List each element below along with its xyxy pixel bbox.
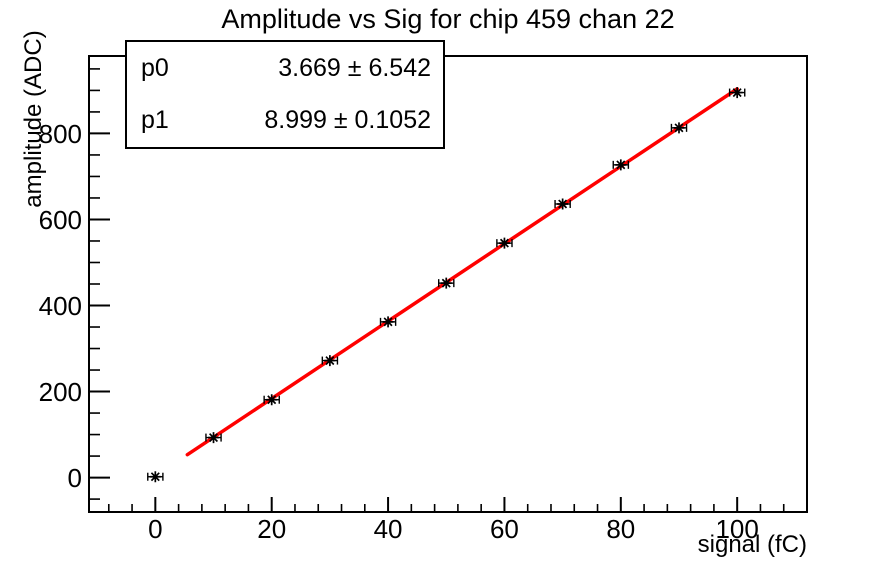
x-tick-label: 60 — [490, 514, 519, 544]
y-tick-label: 400 — [39, 291, 82, 321]
data-point-marker — [557, 198, 569, 210]
param-name-p0: p0 — [141, 53, 169, 82]
y-tick-label: 200 — [39, 377, 82, 407]
plot-frame — [88, 55, 808, 513]
fit-stats-box: p0 3.669 ± 6.542 p1 8.999 ± 0.1052 — [125, 40, 445, 149]
x-tick-label: 40 — [374, 514, 403, 544]
x-tick-label: 0 — [148, 514, 162, 544]
data-point-marker — [615, 159, 627, 171]
stats-row-p1: p1 8.999 ± 0.1052 — [141, 106, 431, 135]
x-axis-title: signal (fC) — [697, 531, 807, 558]
data-point-marker — [382, 316, 394, 328]
data-point-marker — [266, 394, 278, 406]
data-point-marker — [324, 355, 336, 367]
data-point-marker — [731, 87, 743, 99]
data-point-marker — [673, 122, 685, 134]
y-tick-label: 600 — [39, 205, 82, 235]
param-value-p0: 3.669 ± 6.542 — [278, 53, 431, 82]
data-point-marker — [498, 237, 510, 249]
fit-line — [185, 87, 739, 457]
y-tick-label: 0 — [68, 463, 82, 493]
data-point-marker — [208, 432, 220, 444]
param-value-p1: 8.999 ± 0.1052 — [264, 106, 431, 135]
data-point-marker — [149, 471, 161, 483]
y-axis-title: amplitude (ADC) — [20, 30, 47, 208]
plot-title: Amplitude vs Sig for chip 459 chan 22 — [221, 4, 675, 34]
x-tick-label: 20 — [257, 514, 286, 544]
y-tick-label: 800 — [39, 119, 82, 149]
x-tick-label: 100 — [715, 514, 758, 544]
data-point-marker — [440, 277, 452, 289]
stats-row-p0: p0 3.669 ± 6.542 — [141, 54, 431, 83]
param-name-p1: p1 — [141, 106, 169, 135]
x-tick-label: 80 — [606, 514, 635, 544]
